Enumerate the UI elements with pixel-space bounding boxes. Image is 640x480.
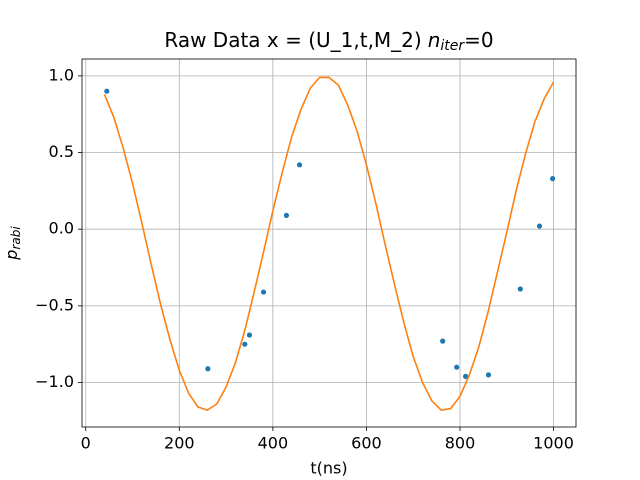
- x-tick-label: 800: [445, 434, 476, 453]
- x-axis-label: t(ns): [310, 459, 347, 478]
- title-sub: iter: [440, 38, 465, 54]
- title-suffix: =0: [464, 28, 493, 52]
- scatter-point: [104, 88, 110, 94]
- scatter-point: [517, 286, 523, 292]
- scatter-point: [454, 364, 460, 370]
- x-tick-label: 0: [81, 434, 91, 453]
- x-tick-label: 200: [164, 434, 195, 453]
- chart-title: Raw Data x = (U_1,t,M_2) niter=0: [164, 28, 493, 55]
- scatter-point: [260, 289, 267, 295]
- y-tick-label: −0.5: [35, 295, 74, 314]
- scatter-point: [296, 162, 303, 168]
- y-tick-label: −1.0: [35, 372, 74, 391]
- scatter-point: [462, 373, 469, 379]
- scatter-point: [283, 212, 290, 218]
- scatter-point: [205, 366, 211, 372]
- x-tick-label: 400: [258, 434, 289, 453]
- y-tick-label: 0.0: [49, 219, 74, 238]
- x-tick-label: 600: [351, 434, 382, 453]
- y-tick-label: 1.0: [49, 65, 74, 84]
- title-main: Raw Data x = (U_1,t,M_2): [164, 28, 421, 52]
- y-tick-label: 0.5: [49, 142, 74, 161]
- scatter-point: [485, 372, 492, 378]
- ylabel-sub: rabi: [9, 226, 23, 250]
- title-var: n: [428, 28, 441, 52]
- scatter-point: [246, 332, 253, 338]
- scatter-point: [242, 341, 248, 347]
- axes-frame: [81, 58, 577, 428]
- y-axis-label: prabi: [2, 226, 23, 261]
- scatter-point: [440, 338, 446, 344]
- ylabel-var: p: [2, 250, 21, 261]
- fit-line: [103, 76, 555, 412]
- x-tick-label: 1000: [533, 434, 574, 453]
- scatter-point: [536, 223, 543, 229]
- scatter-point: [550, 176, 556, 182]
